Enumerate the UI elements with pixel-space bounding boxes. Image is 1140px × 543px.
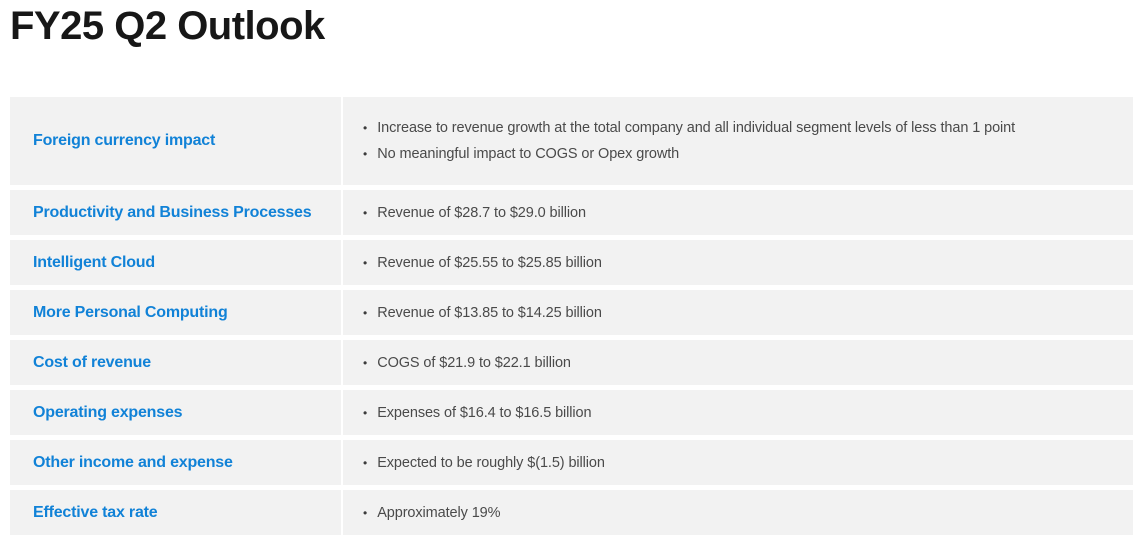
outlook-detail: No meaningful impact to COGS or Opex gro…: [377, 146, 680, 162]
outlook-detail: Revenue of $13.85 to $14.25 billion: [377, 304, 602, 321]
category-label: Operating expenses: [33, 403, 183, 421]
table-row-foreign-currency: Foreign currency impact • Increase to re…: [10, 97, 1133, 185]
outlook-detail: Expenses of $16.4 to $16.5 billion: [377, 404, 592, 421]
details-cell: • Increase to revenue growth at the tota…: [343, 97, 1133, 185]
column-divider: [341, 390, 343, 435]
outlook-detail: COGS of $21.9 to $22.1 billion: [377, 354, 571, 371]
category-label: Productivity and Business Processes: [33, 203, 312, 221]
category-cell: More Personal Computing: [10, 290, 341, 335]
bullet-item: • Increase to revenue growth at the tota…: [363, 115, 1123, 141]
page-title: FY25 Q2 Outlook: [10, 4, 325, 48]
bullet-icon: •: [363, 505, 368, 520]
details-cell: • Expenses of $16.4 to $16.5 billion: [343, 390, 1133, 435]
column-divider: [341, 190, 343, 235]
table-row-intelligent-cloud: Intelligent Cloud • Revenue of $25.55 to…: [10, 240, 1133, 285]
outlook-detail: Approximately 19%: [377, 504, 501, 521]
table-row-productivity: Productivity and Business Processes • Re…: [10, 190, 1133, 235]
category-cell: Foreign currency impact: [10, 97, 341, 185]
category-cell: Intelligent Cloud: [10, 240, 341, 285]
category-label: Intelligent Cloud: [33, 253, 155, 271]
table-row-effective-tax-rate: Effective tax rate • Approximately 19%: [10, 490, 1133, 535]
bullet-item: • Expenses of $16.4 to $16.5 billion: [363, 400, 1123, 426]
bullet-item: • Revenue of $28.7 to $29.0 billion: [363, 200, 1123, 226]
details-cell: • Approximately 19%: [343, 490, 1133, 535]
details-cell: • Revenue of $25.55 to $25.85 billion: [343, 240, 1133, 285]
bullet-item: • Revenue of $13.85 to $14.25 billion: [363, 300, 1123, 326]
bullet-icon: •: [363, 405, 368, 420]
column-divider: [341, 440, 343, 485]
bullet-icon: •: [363, 455, 368, 470]
column-divider: [341, 240, 343, 285]
category-label: More Personal Computing: [33, 303, 228, 321]
details-cell: • Revenue of $28.7 to $29.0 billion: [343, 190, 1133, 235]
column-divider: [341, 490, 343, 535]
column-divider: [341, 97, 343, 185]
bullet-icon: •: [363, 355, 368, 370]
bullet-item: • No meaningful impact to COGS or Opex g…: [363, 141, 1123, 167]
category-cell: Effective tax rate: [10, 490, 341, 535]
outlook-detail: Expected to be roughly $(1.5) billion: [377, 454, 605, 471]
bullet-item: • Expected to be roughly $(1.5) billion: [363, 450, 1123, 476]
bullet-icon: •: [363, 305, 368, 320]
table-row-other-income-expense: Other income and expense • Expected to b…: [10, 440, 1133, 485]
bullet-item: • Revenue of $25.55 to $25.85 billion: [363, 250, 1123, 276]
table-row-more-personal-computing: More Personal Computing • Revenue of $13…: [10, 290, 1133, 335]
category-cell: Other income and expense: [10, 440, 341, 485]
table-row-operating-expenses: Operating expenses • Expenses of $16.4 t…: [10, 390, 1133, 435]
bullet-item: • COGS of $21.9 to $22.1 billion: [363, 350, 1123, 376]
bullet-icon: •: [363, 255, 368, 270]
category-cell: Operating expenses: [10, 390, 341, 435]
outlook-table: Foreign currency impact • Increase to re…: [10, 97, 1133, 535]
column-divider: [341, 290, 343, 335]
category-label: Effective tax rate: [33, 503, 158, 521]
details-cell: • Revenue of $13.85 to $14.25 billion: [343, 290, 1133, 335]
category-cell: Productivity and Business Processes: [10, 190, 341, 235]
bullet-icon: •: [363, 121, 368, 135]
column-divider: [341, 340, 343, 385]
category-label: Foreign currency impact: [33, 132, 216, 149]
outlook-detail: Revenue of $28.7 to $29.0 billion: [377, 204, 586, 221]
table-row-cost-of-revenue: Cost of revenue • COGS of $21.9 to $22.1…: [10, 340, 1133, 385]
category-cell: Cost of revenue: [10, 340, 341, 385]
outlook-detail: Revenue of $25.55 to $25.85 billion: [377, 254, 602, 271]
category-label: Other income and expense: [33, 453, 233, 471]
details-cell: • Expected to be roughly $(1.5) billion: [343, 440, 1133, 485]
bullet-item: • Approximately 19%: [363, 500, 1123, 526]
bullet-icon: •: [363, 205, 368, 220]
category-label: Cost of revenue: [33, 353, 151, 371]
details-cell: • COGS of $21.9 to $22.1 billion: [343, 340, 1133, 385]
bullet-icon: •: [363, 147, 368, 161]
outlook-detail: Increase to revenue growth at the total …: [377, 120, 1016, 136]
